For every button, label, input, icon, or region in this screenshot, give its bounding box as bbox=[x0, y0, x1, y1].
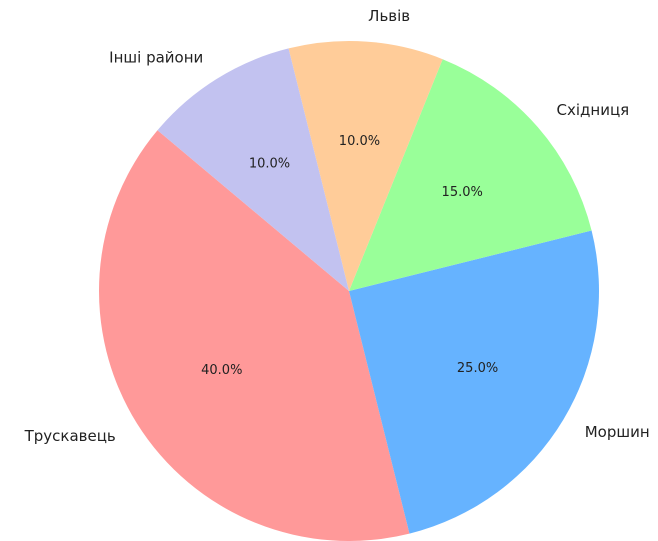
pie-slice bbox=[99, 130, 410, 541]
slice-label: Львів bbox=[368, 7, 410, 25]
slice-label: Східниця bbox=[557, 101, 630, 119]
percent-label: 10.0% bbox=[339, 134, 380, 149]
percent-label: 25.0% bbox=[457, 361, 498, 376]
pie-slice bbox=[349, 59, 592, 291]
percent-label: 10.0% bbox=[249, 156, 290, 171]
slice-label: Моршин bbox=[585, 423, 650, 441]
slice-label: Інші райони bbox=[109, 48, 203, 66]
pie-slice bbox=[288, 41, 443, 292]
slice-label: Трускавець bbox=[24, 427, 116, 445]
percent-label: 15.0% bbox=[442, 185, 483, 200]
pie-slice bbox=[349, 230, 599, 534]
percent-label: 40.0% bbox=[201, 363, 242, 378]
pie-slice bbox=[157, 48, 349, 291]
